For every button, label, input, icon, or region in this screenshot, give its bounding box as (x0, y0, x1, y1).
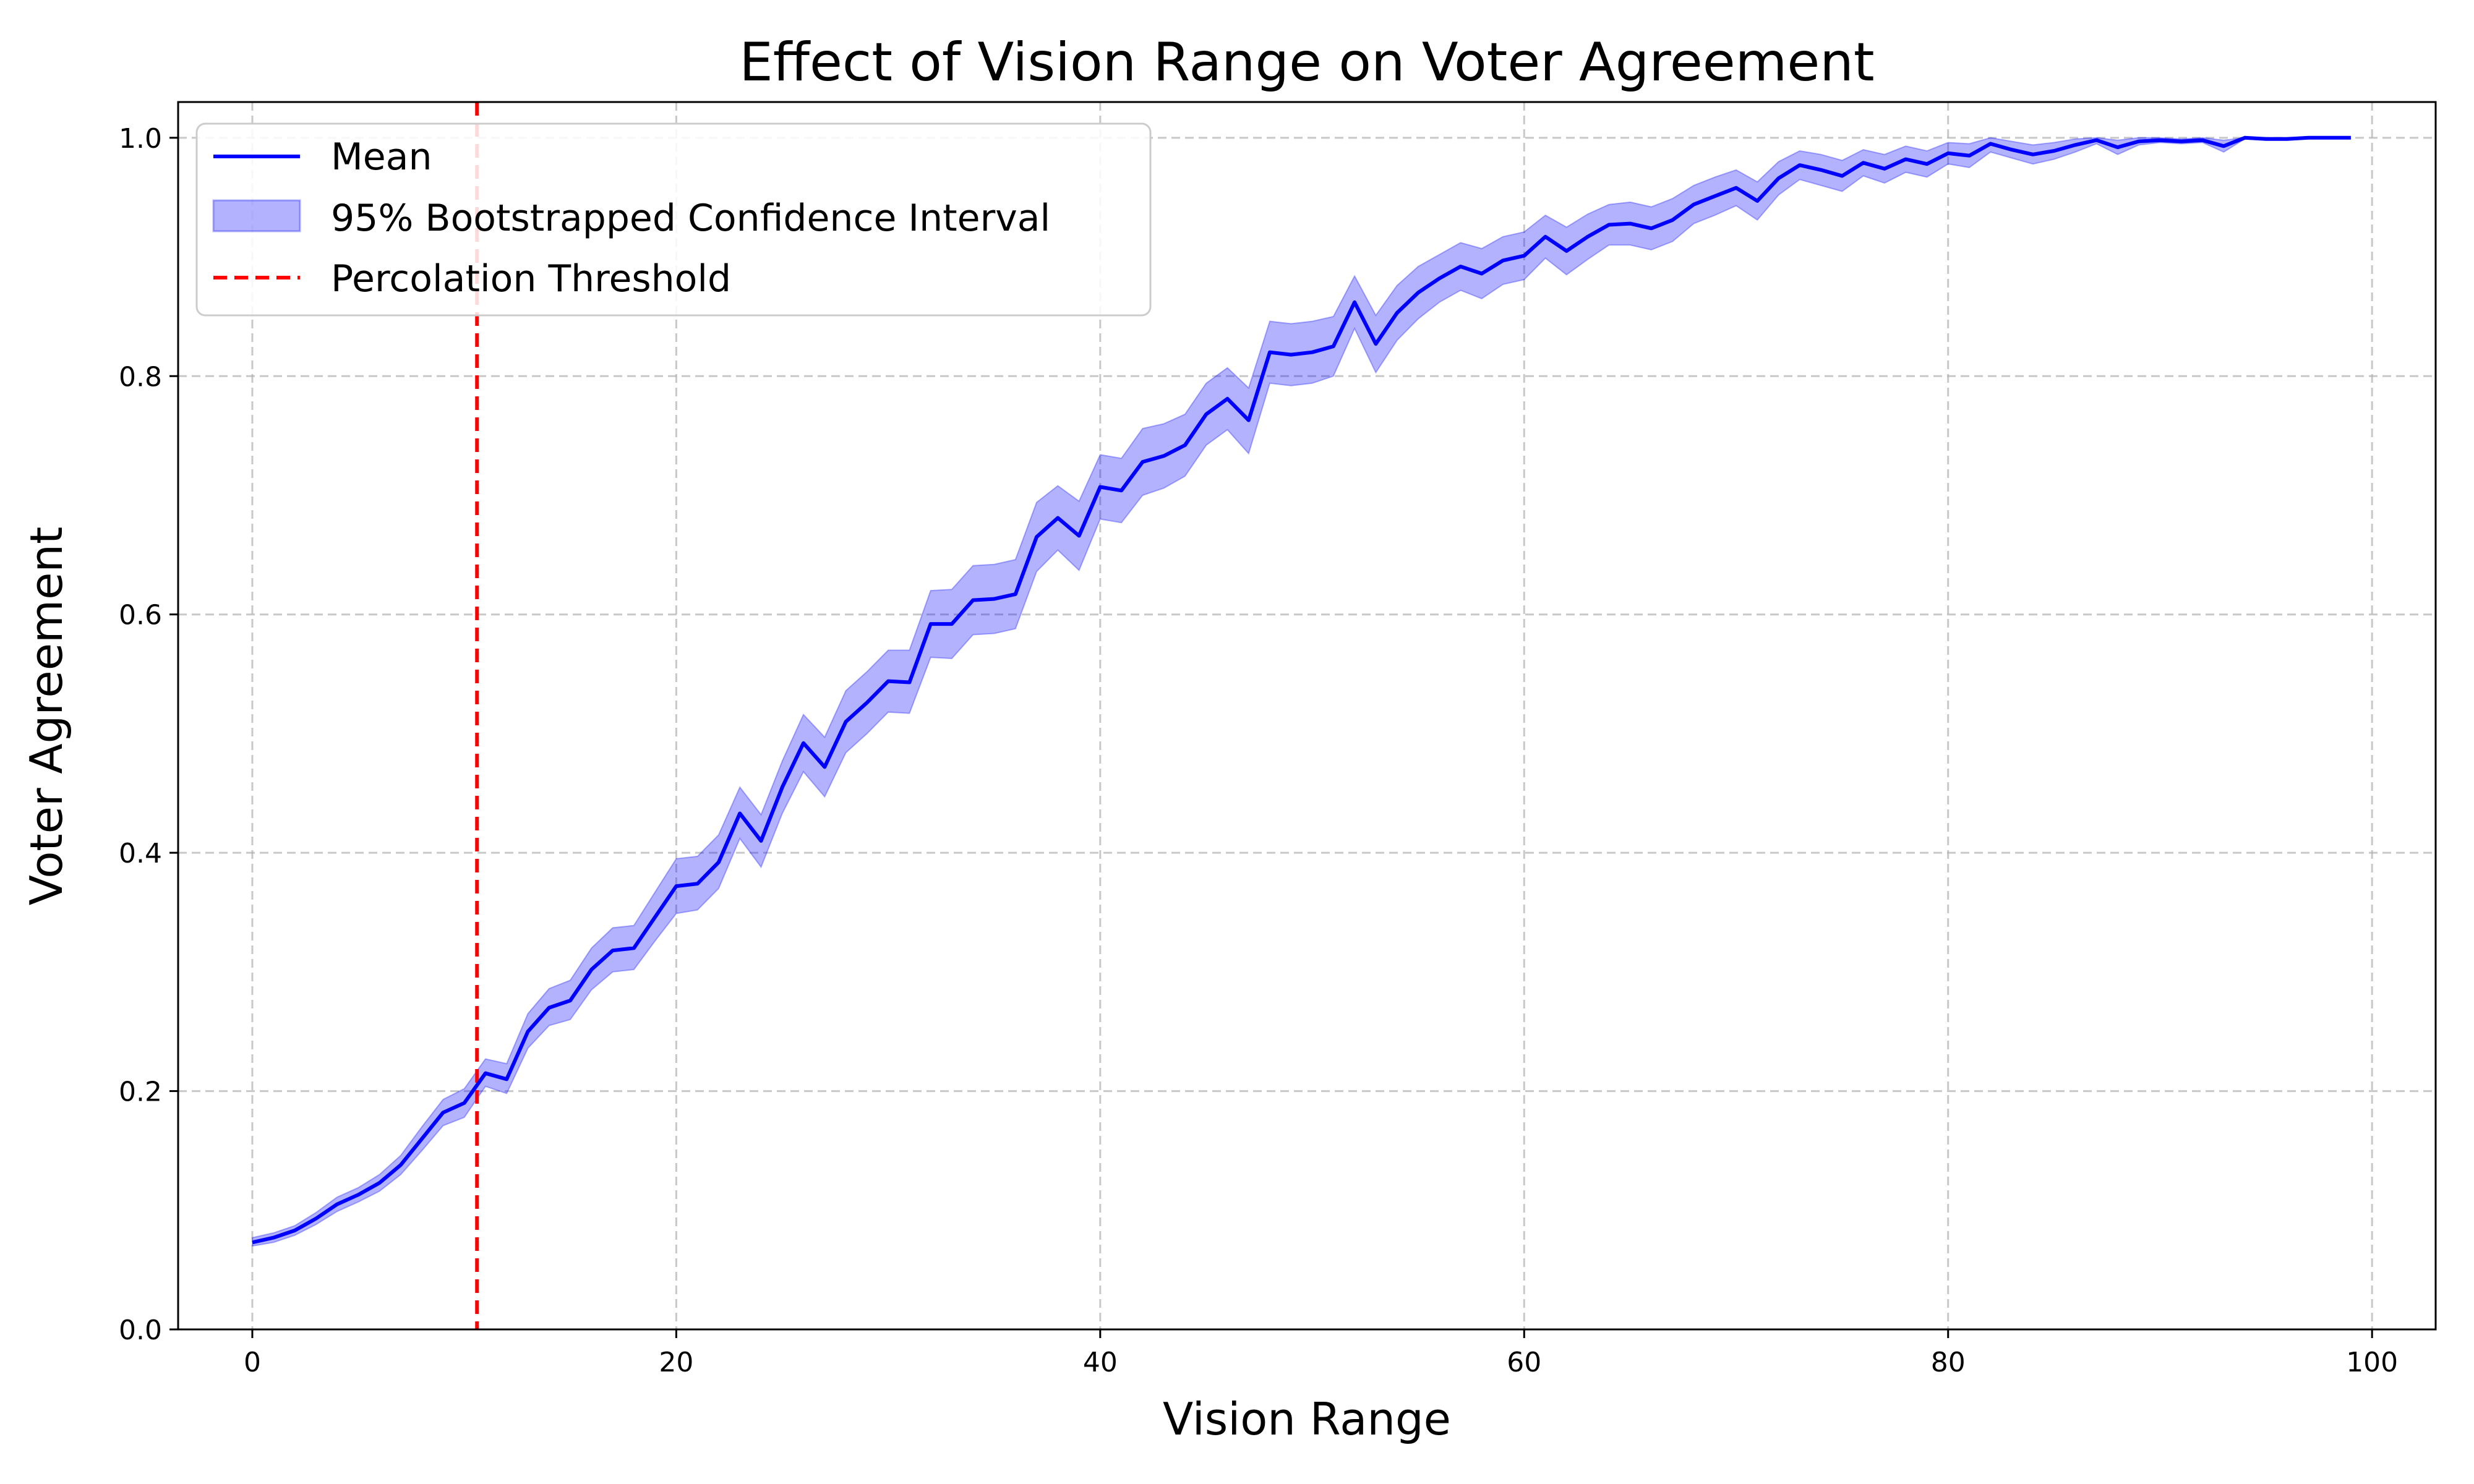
x-tick-label: 0 (244, 1347, 261, 1378)
x-tick-label: 80 (1931, 1347, 1966, 1378)
y-tick-label: 0.4 (119, 838, 162, 869)
x-tick-label: 100 (2346, 1347, 2398, 1378)
y-axis-title: Voter Agreement (20, 527, 72, 906)
plot-area-frame (177, 101, 2437, 1331)
x-tick-label: 20 (659, 1347, 693, 1378)
x-axis-ticks: 0 20 40 60 80 100 (244, 1329, 2398, 1378)
y-axis-ticks: 0.0 0.2 0.4 0.6 0.8 1.0 (119, 123, 178, 1346)
legend: Mean 95% Bootstrapped Confidence Interva… (195, 122, 1152, 317)
y-tick-label: 1.0 (119, 123, 162, 155)
y-tick-label: 0.8 (119, 361, 162, 393)
y-tick-label: 0.0 (119, 1315, 162, 1346)
legend-mean-label: Mean (331, 135, 432, 179)
legend-threshold-label: Percolation Threshold (331, 257, 731, 301)
chart-title: Effect of Vision Range on Voter Agreemen… (739, 32, 1874, 93)
mean-line-layer (252, 135, 2351, 1245)
mean-line (252, 135, 2351, 1245)
legend-ci-label: 95% Bootstrapped Confidence Interval (331, 197, 1050, 240)
x-tick-label: 60 (1507, 1347, 1541, 1378)
x-tick-label: 40 (1083, 1347, 1118, 1378)
x-axis-title: Vision Range (1163, 1393, 1451, 1445)
legend-ci-swatch (212, 199, 301, 232)
legend-box (195, 122, 1152, 317)
y-tick-label: 0.2 (119, 1077, 162, 1108)
y-tick-label: 0.6 (119, 600, 162, 631)
